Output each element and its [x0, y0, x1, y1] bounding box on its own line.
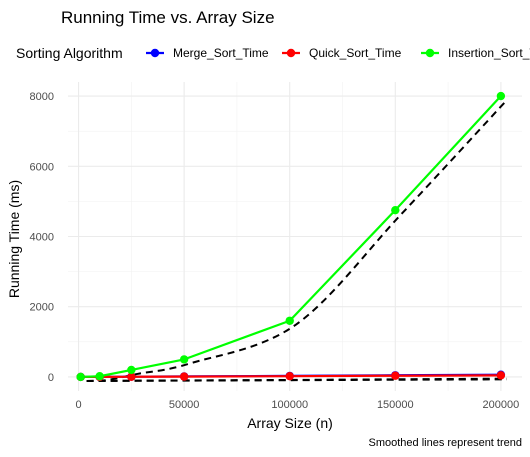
x-axis-title: Array Size (n) — [247, 415, 333, 431]
x-tick-label: 200000 — [483, 399, 520, 411]
legend-title: Sorting Algorithm — [16, 45, 123, 61]
x-tick-label: 150000 — [377, 399, 414, 411]
data-point-insertion-sort-time — [76, 372, 85, 382]
x-tick-label: 50000 — [169, 399, 200, 411]
legend-item-merge-sort-time: Merge_Sort_Time — [146, 46, 269, 60]
legend-key-point — [286, 48, 296, 58]
y-tick-label: 4000 — [30, 232, 54, 244]
y-tick-label: 2000 — [30, 302, 54, 314]
data-point-insertion-sort-time — [496, 91, 506, 101]
y-tick-label: 0 — [48, 372, 54, 384]
legend-label: Insertion_Sort_Time — [448, 46, 530, 60]
x-tick-label: 100000 — [271, 399, 308, 411]
y-tick-label: 6000 — [30, 161, 54, 173]
legend-item-insertion-sort-time: Insertion_Sort_Time — [421, 46, 530, 60]
data-point-insertion-sort-time — [391, 205, 400, 215]
data-point-insertion-sort-time — [127, 365, 136, 375]
plot-panel — [68, 82, 522, 391]
data-point-insertion-sort-time — [285, 316, 294, 325]
legend-item-quick-sort-time: Quick_Sort_Time — [282, 46, 402, 60]
chart-caption: Smoothed lines represent trend — [369, 437, 522, 449]
data-point-insertion-sort-time — [95, 372, 104, 381]
legend-label: Quick_Sort_Time — [309, 46, 402, 60]
y-axis-title: Running Time (ms) — [6, 180, 22, 298]
legend-key-point — [425, 48, 435, 58]
data-point-quick-sort-time — [391, 371, 400, 380]
x-tick-label: 0 — [75, 399, 81, 411]
legend-key-point — [150, 48, 160, 58]
chart-title: Running Time vs. Array Size — [61, 8, 275, 27]
data-point-quick-sort-time — [285, 371, 294, 381]
data-point-insertion-sort-time — [179, 355, 189, 364]
legend-label: Merge_Sort_Time — [173, 46, 269, 60]
trend-line-quick-sort-time — [86, 378, 507, 382]
data-point-quick-sort-time — [496, 371, 506, 380]
trend-line-insertion-sort-time — [86, 99, 508, 382]
data-point-quick-sort-time — [127, 372, 136, 381]
data-point-quick-sort-time — [179, 372, 189, 381]
legend: Sorting Algorithm Merge_Sort_Time Quick_S… — [16, 45, 530, 61]
y-tick-label: 8000 — [30, 91, 54, 103]
